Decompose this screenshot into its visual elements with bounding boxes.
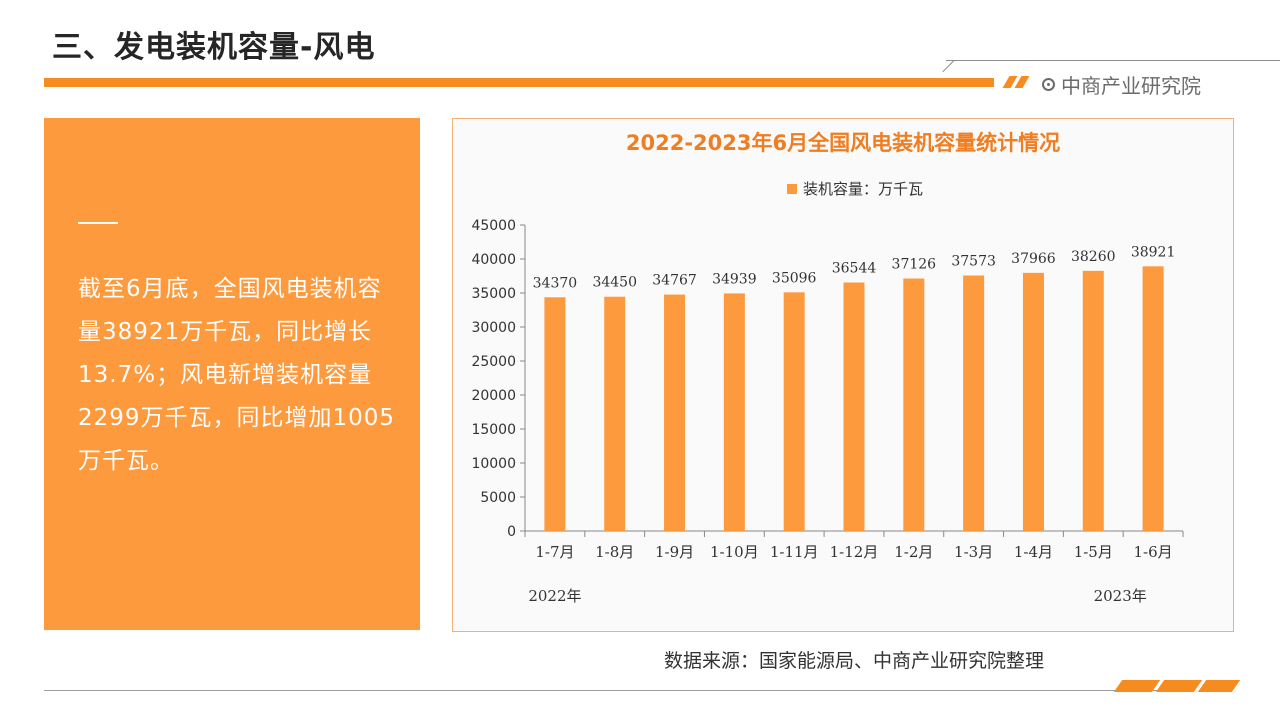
bar <box>843 282 865 531</box>
footer-divider <box>44 690 1184 691</box>
x-tick-label: 1-2月 <box>894 543 933 561</box>
bar-value-label: 36544 <box>832 261 877 277</box>
y-tick-label: 15000 <box>471 422 516 438</box>
bar <box>544 297 566 531</box>
bar-value-label: 37126 <box>892 257 937 273</box>
y-tick-label: 25000 <box>471 354 516 370</box>
x-tick-label: 1-4月 <box>1014 543 1053 561</box>
x-tick-label: 1-10月 <box>710 543 759 561</box>
x-tick-label: 1-3月 <box>954 543 993 561</box>
bar <box>1142 266 1164 531</box>
bar <box>1082 270 1104 531</box>
bar-value-label: 35096 <box>772 270 817 286</box>
title-underline-bar <box>44 78 994 87</box>
y-tick-label: 20000 <box>471 388 516 404</box>
summary-panel: 截至6月底，全国风电装机容量38921万千瓦，同比增长13.7%；风电新增装机容… <box>44 118 420 630</box>
bar-value-label: 34450 <box>592 275 637 291</box>
y-tick-label: 5000 <box>480 490 516 506</box>
bar-value-label: 38921 <box>1131 244 1176 260</box>
brand: 中商产业研究院 <box>1042 70 1201 99</box>
bar <box>723 293 745 531</box>
header-divider-corner <box>942 60 955 73</box>
bar <box>903 278 925 531</box>
bar-value-label: 34939 <box>712 271 757 287</box>
x-tick-label: 1-8月 <box>595 543 634 561</box>
chart-title: 2022-2023年6月全国风电装机容量统计情况 <box>626 131 1060 155</box>
footer-stripes-decoration <box>1112 680 1242 692</box>
bar <box>604 296 626 531</box>
header-stripes-decoration <box>1002 76 1030 88</box>
x-tick-label: 1-11月 <box>770 543 819 561</box>
header-divider <box>946 60 1280 61</box>
bar <box>664 294 686 531</box>
legend-swatch <box>787 184 797 194</box>
summary-text: 截至6月底，全国风电装机容量38921万千瓦，同比增长13.7%；风电新增装机容… <box>78 276 396 474</box>
x-tick-label: 1-9月 <box>655 543 694 561</box>
bar-value-label: 34370 <box>533 275 578 291</box>
legend-label: 装机容量：万千瓦 <box>803 180 923 198</box>
circle-dot-icon <box>1042 78 1055 91</box>
brand-name: 中商产业研究院 <box>1061 74 1201 98</box>
y-tick-label: 0 <box>507 524 516 540</box>
x-tick-label: 1-5月 <box>1074 543 1113 561</box>
bar-value-label: 37573 <box>951 254 996 270</box>
y-tick-label: 45000 <box>471 218 516 234</box>
x-tick-label: 1-7月 <box>535 543 574 561</box>
x-tick-label: 1-6月 <box>1134 543 1173 561</box>
x-tick-label: 1-12月 <box>830 543 879 561</box>
y-tick-label: 35000 <box>471 286 516 302</box>
bar-value-label: 38260 <box>1071 249 1116 265</box>
y-tick-label: 10000 <box>471 456 516 472</box>
bar-value-label: 37966 <box>1011 251 1056 267</box>
bar <box>963 275 985 531</box>
bar-value-label: 34767 <box>652 273 697 289</box>
year-label-2022: 2022年 <box>528 587 581 605</box>
page-title: 三、发电装机容量-风电 <box>52 30 376 65</box>
source-note: 数据来源：国家能源局、中商产业研究院整理 <box>664 650 1045 672</box>
y-tick-label: 40000 <box>471 252 516 268</box>
bar <box>1022 272 1044 531</box>
y-tick-label: 30000 <box>471 320 516 336</box>
bar <box>783 292 805 531</box>
chart-panel: 2022-2023年6月全国风电装机容量统计情况装机容量：万千瓦 0 5000 100… <box>452 118 1234 632</box>
summary-dash <box>78 222 118 224</box>
year-label-2023: 2023年 <box>1094 587 1147 605</box>
